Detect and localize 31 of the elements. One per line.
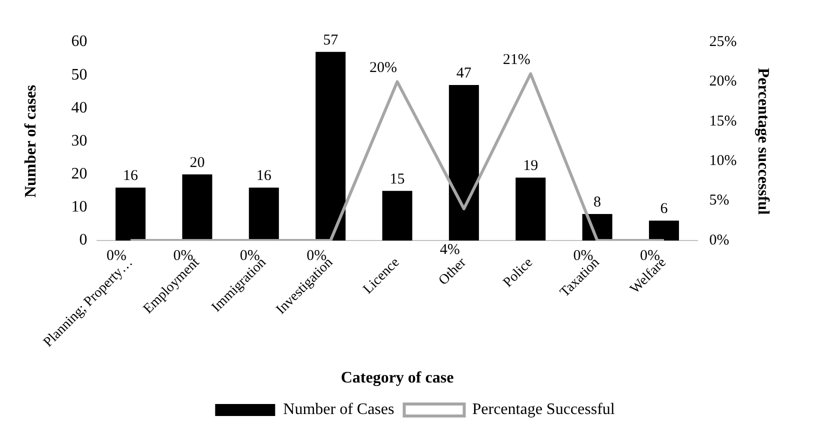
data-label: 6 bbox=[660, 201, 668, 218]
y-tick-label: 20 bbox=[71, 166, 88, 183]
y2-tick-label: 0% bbox=[709, 232, 730, 248]
legend-label: Percentage Successful bbox=[472, 401, 616, 418]
data-label: 19 bbox=[523, 158, 538, 174]
y-axis-title: Number of cases bbox=[22, 84, 40, 198]
y-tick-label: 60 bbox=[71, 33, 88, 50]
y2-tick-label: 10% bbox=[709, 153, 737, 170]
data-label: 21% bbox=[502, 52, 530, 68]
data-label: 57 bbox=[323, 32, 339, 48]
data-label: 20 bbox=[190, 154, 205, 171]
y-tick-label: 50 bbox=[71, 66, 88, 84]
y2-tick-label: 15% bbox=[709, 113, 737, 130]
y-tick-label: 10 bbox=[71, 198, 88, 216]
data-label: 4% bbox=[440, 242, 460, 258]
data-label: 16 bbox=[123, 168, 139, 184]
y-tick-label: 30 bbox=[71, 132, 88, 150]
y2-axis-title: Percentage successful bbox=[754, 68, 772, 216]
data-label: 15 bbox=[390, 171, 405, 188]
data-label: 16 bbox=[256, 168, 272, 184]
data-label: 8 bbox=[594, 194, 602, 210]
data-label: 20% bbox=[370, 60, 397, 76]
legend-label: Number of Cases bbox=[283, 401, 394, 418]
data-label: 0% bbox=[106, 248, 127, 264]
y-tick-label: 0 bbox=[79, 232, 88, 249]
y2-tick-label: 5% bbox=[709, 192, 730, 209]
data-label: 47 bbox=[456, 65, 472, 82]
y2-tick-label: 25% bbox=[709, 34, 737, 50]
y-tick-label: 40 bbox=[71, 99, 88, 116]
x-axis-title: Category of case bbox=[340, 370, 454, 387]
y2-tick-label: 20% bbox=[709, 74, 737, 90]
